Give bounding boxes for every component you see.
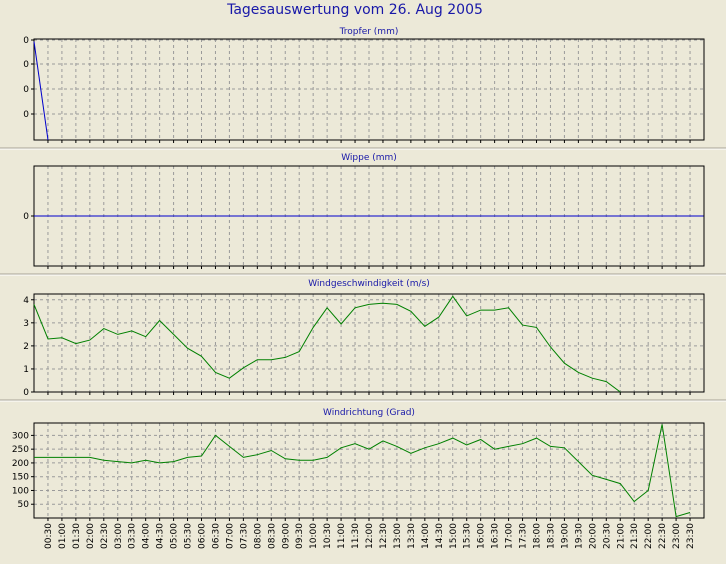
- y-tick-label: 1: [23, 365, 29, 375]
- x-tick-label: 12:00: [365, 523, 375, 549]
- y-tick-label: 100: [12, 486, 29, 496]
- x-tick-label: 05:30: [184, 523, 194, 549]
- panel-3: Windgeschwindigkeit (m/s) 0 1 2 3 4: [0, 279, 726, 402]
- panel-1: Tropfer (mm) 0 0 0 0: [0, 27, 726, 150]
- panel-2: Wippe (mm) 0: [0, 153, 726, 276]
- x-tick-label: 17:30: [519, 523, 529, 549]
- x-tick-label: 15:00: [449, 523, 459, 549]
- x-tick-label: 13:00: [393, 523, 403, 549]
- y-tick-label: 0: [23, 388, 29, 398]
- x-tick-label: 22:00: [644, 523, 654, 549]
- x-tick-label: 11:30: [351, 523, 361, 549]
- series-line: [33, 295, 621, 393]
- y-tick-label: 3: [23, 319, 29, 329]
- y-tick-label: 50: [18, 500, 30, 510]
- x-tick-label: 20:30: [602, 523, 612, 549]
- x-tick-label: 19:00: [560, 523, 570, 549]
- x-tick-label: 01:30: [72, 523, 82, 549]
- y-tick-label: 0: [23, 60, 29, 70]
- x-tick-label: 16:30: [491, 523, 501, 549]
- x-tick-label: 12:30: [379, 523, 389, 549]
- panel-title: Tropfer (mm): [339, 27, 399, 37]
- x-tick-label: 18:00: [533, 523, 543, 549]
- x-tick-label: 09:30: [295, 523, 305, 549]
- y-tick-label: 0: [23, 110, 29, 120]
- x-tick-label: 13:30: [407, 523, 417, 549]
- x-tick-label: 09:00: [281, 523, 291, 549]
- x-tick-label: 15:30: [463, 523, 473, 549]
- y-tick-label: 300: [12, 431, 29, 441]
- x-tick-label: 02:00: [86, 523, 96, 549]
- y-tick-label: 200: [12, 459, 29, 469]
- y-tick-label: 0: [23, 85, 29, 95]
- main-title: Tagesauswertung vom 26. Aug 2005: [226, 2, 483, 18]
- x-tick-label: 18:30: [546, 523, 556, 549]
- x-tick-label: 22:30: [658, 523, 668, 549]
- x-tick-label: 14:30: [435, 523, 445, 549]
- x-tick-label: 07:30: [239, 523, 249, 549]
- panel-title: Windrichtung (Grad): [323, 408, 415, 418]
- x-tick-label: 14:00: [421, 523, 431, 549]
- x-tick-label: 20:00: [588, 523, 598, 549]
- x-tick-label: 08:30: [267, 523, 277, 549]
- x-tick-label: 01:00: [58, 523, 68, 549]
- x-tick-label: 19:30: [574, 523, 584, 549]
- x-tick-label: 07:00: [225, 523, 235, 549]
- x-tick-label: 11:00: [337, 523, 347, 549]
- y-tick-label: 150: [12, 473, 29, 483]
- x-tick-label: 04:00: [142, 523, 152, 549]
- x-tick-label: 03:30: [128, 523, 138, 549]
- x-axis-labels: 00:30 01:00 01:30 02:00 02:30 03:00 03:30 04:00…: [44, 523, 696, 549]
- panel-title: Windgeschwindigkeit (m/s): [308, 279, 430, 289]
- y-tick-label: 2: [23, 342, 29, 352]
- y-tick-label: 250: [12, 445, 29, 455]
- x-tick-label: 08:00: [253, 523, 263, 549]
- x-tick-label: 21:30: [630, 523, 640, 549]
- x-tick-label: 10:00: [309, 523, 319, 549]
- x-tick-label: 21:00: [616, 523, 626, 549]
- x-tick-label: 04:30: [156, 523, 166, 549]
- x-tick-label: 05:00: [170, 523, 180, 549]
- y-tick-label: 0: [23, 36, 29, 46]
- x-tick-label: 17:00: [505, 523, 515, 549]
- series-line: [34, 424, 691, 518]
- y-tick-label: 0: [23, 212, 29, 222]
- x-tick-label: 06:00: [198, 523, 208, 549]
- x-tick-label: 23:30: [686, 523, 696, 549]
- x-tick-label: 06:30: [211, 523, 221, 549]
- x-tick-label: 02:30: [100, 523, 110, 549]
- panel-4: Windrichtung (Grad) 50 100 150 200 250 300: [12, 408, 705, 521]
- x-tick-label: 23:00: [672, 523, 682, 549]
- y-tick-label: 4: [23, 296, 29, 306]
- x-tick-label: 00:30: [44, 523, 54, 549]
- panel-title: Wippe (mm): [341, 153, 397, 163]
- x-tick-label: 16:00: [477, 523, 487, 549]
- x-tick-label: 03:00: [114, 523, 124, 549]
- x-tick-label: 10:30: [323, 523, 333, 549]
- series-line: [33, 41, 49, 141]
